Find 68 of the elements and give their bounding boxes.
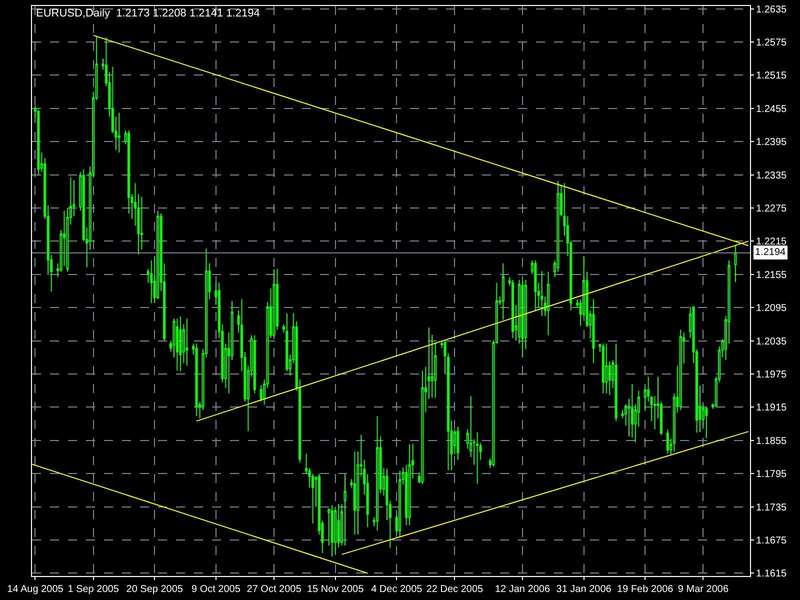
candlestick [605,343,608,394]
y-tick-label: 1.2215 [756,236,788,248]
candlestick [179,316,182,372]
y-tick-label: 1.1975 [756,370,788,381]
y-tick-label: 1.2635 [756,4,788,16]
y-tick-label: 1.1735 [756,502,788,514]
candlestick [334,506,337,554]
y-tick-label: 1.1675 [756,536,788,547]
candlestick [456,426,460,460]
candlestick [512,279,514,339]
candlestick [118,112,120,154]
candlestick [614,343,618,422]
y-tick-label: 1.1915 [756,402,788,414]
candlestick [398,470,402,538]
candlestick [666,428,669,454]
y-tick-label: 1.2575 [756,37,788,48]
candlestick [421,370,424,485]
chart-title: EURUSD,Daily 1.2173 1.2208 1.2141 1.2194 [36,8,260,20]
x-tick-label: 4 Dec 2005 [371,584,423,595]
candlestick [592,298,595,364]
candlestick [476,432,479,484]
candlestick [330,504,334,558]
candlestick [344,474,346,546]
x-tick-label: 27 Oct 2005 [246,584,302,595]
candlestick [195,343,198,417]
candlestick [521,279,524,358]
candlestick [547,271,550,336]
x-tick-label: 9 Oct 2005 [191,584,241,595]
x-tick-label: 9 Mar 2006 [678,584,729,595]
candlestick [272,268,276,339]
y-tick-label: 1.1615 [756,568,788,580]
candlestick [602,343,604,394]
candlestick [705,406,708,439]
candlestick [502,262,504,320]
candlestick [353,450,356,535]
candlestick [186,318,188,366]
y-tick-label: 1.2455 [756,104,788,115]
candlestick [150,260,153,304]
y-tick-label: 1.2395 [756,137,788,148]
candlestick [286,312,288,372]
candlestick [534,260,537,311]
candlestick [156,210,160,300]
x-tick-label: 14 Aug 2005 [7,584,64,595]
x-tick-label: 31 Jan 2006 [556,584,612,595]
x-tick-label: 1 Sep 2005 [68,584,120,595]
x-tick-label: 12 Jan 2006 [494,584,550,595]
candlestick [376,416,379,532]
y-tick-label: 1.1795 [756,469,788,480]
y-tick-label: 1.2335 [756,170,788,182]
y-tick-label: 1.1855 [756,436,788,447]
candlestick [37,110,40,176]
x-tick-label: 19 Feb 2006 [617,584,674,595]
candlestick [176,318,178,372]
candlestick [679,329,682,410]
y-tick-label: 1.2035 [756,336,788,348]
x-tick-label: 15 Nov 2005 [306,584,364,595]
x-tick-label: 22 Dec 2005 [426,584,484,595]
candlestick [734,244,737,283]
y-tick-label: 1.2275 [756,203,788,214]
y-tick-label: 1.2515 [756,70,788,82]
candlestick [408,444,411,526]
candlestick [253,334,256,394]
candlestick [540,270,544,316]
ref-line-label: 1.2194 [755,247,786,258]
x-tick-label: 20 Sep 2005 [126,584,184,595]
y-tick-label: 1.2155 [756,270,788,281]
candlestick [630,383,634,438]
y-tick-label: 1.2095 [756,303,788,314]
